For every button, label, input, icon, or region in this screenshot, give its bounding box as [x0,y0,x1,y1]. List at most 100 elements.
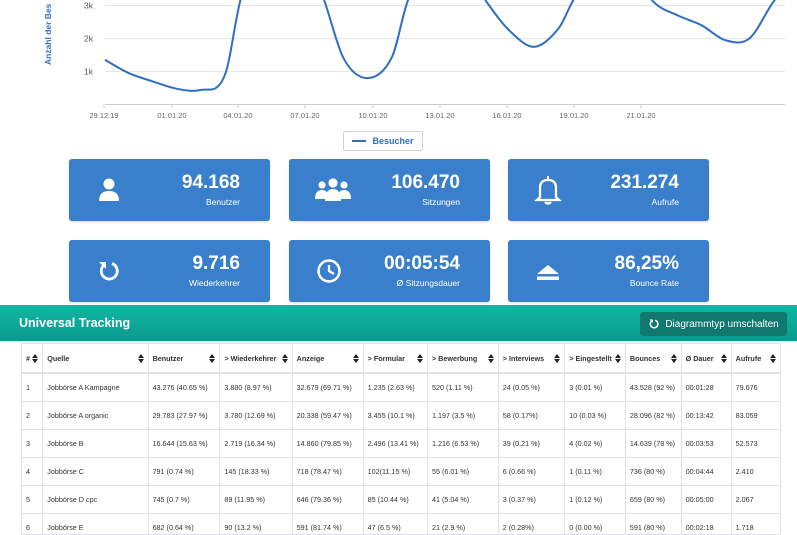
stat-card-sitzungen: 106.470 Sitzungen [289,159,490,221]
table-cell: 2.496 (13.41 %) [363,430,427,458]
column-header[interactable]: Quelle [43,344,148,373]
table-cell: 32.679 (69.71 %) [292,373,363,402]
stat-value: 00:05:54 [384,253,460,275]
table-cell: 24 (0.05 %) [498,373,565,402]
table-cell: 21 (2.9 %) [427,514,498,535]
sort-icon[interactable] [282,354,288,363]
sort-icon[interactable] [353,354,359,363]
column-header-label: > Wiederkehrer [224,354,276,363]
chart-y-label: Anzahl der Bes [43,3,53,65]
column-header-label: Anzeige [297,354,325,363]
chart-x-tick-label: 04.01.20 [223,111,252,120]
chart-legend[interactable]: Besucher [343,131,423,151]
column-header-label: Quelle [47,354,69,363]
column-header[interactable]: > Eingestellt [565,344,626,373]
table-cell: 00:05:00 [681,486,731,514]
sort-icon[interactable] [554,354,560,363]
table-cell: 736 (80 %) [625,458,681,486]
table-cell: 00:04:44 [681,458,731,486]
column-header-label: > Formular [368,354,405,363]
table-cell: 55 (6.01 %) [427,458,498,486]
sort-icon[interactable] [32,354,38,363]
sort-icon[interactable] [209,354,215,363]
table-cell: 2.410 [731,458,780,486]
toggle-chart-type-label: Diagrammtyp umschalten [665,319,778,330]
table-cell: 4 (0.02 %) [565,430,626,458]
column-header[interactable]: Anzeige [292,344,363,373]
column-header-label: Ø Dauer [686,354,714,363]
table-cell: 1 (0.11 %) [565,458,626,486]
chart-x-tick-label: 10.01.20 [358,111,387,120]
chart-x-tick-label: 29.12.19 [89,111,118,120]
stat-value: 231.274 [610,172,679,194]
table-cell: 83.059 [731,402,780,430]
sort-icon[interactable] [417,354,423,363]
table-cell: 20.338 (59.47 %) [292,402,363,430]
column-header[interactable]: Ø Dauer [681,344,731,373]
column-header[interactable]: Bounces [625,344,681,373]
table-cell: 3 [22,430,43,458]
table-cell: 1.235 (2.63 %) [363,373,427,402]
table-cell: 47 (6.5 %) [363,514,427,535]
chart-y-tick-label: 1k [84,67,94,77]
column-header[interactable]: > Bewerbung [427,344,498,373]
table-cell: 39 (0.21 %) [498,430,565,458]
chart-x-tick-label: 19.01.20 [559,111,588,120]
sort-icon[interactable] [721,354,727,363]
sort-icon[interactable] [671,354,677,363]
toggle-chart-type-button[interactable]: Diagrammtyp umschalten [640,312,787,336]
table-cell: 1 (0.12 %) [565,486,626,514]
stat-card-aufrufe: 231.274 Aufrufe [508,159,709,221]
column-header[interactable]: Aufrufe [731,344,780,373]
table-cell: 00:02:18 [681,514,731,535]
sort-icon[interactable] [138,354,144,363]
section-title: Universal Tracking [19,316,130,330]
tracking-table: # Quelle Benutzer > Wiederkehrer Anzeige > Fo… [22,344,780,535]
chart-x-tick-label: 16.01.20 [492,111,521,120]
table-cell: 3 (0.37 %) [498,486,565,514]
table-cell: 1.718 [731,514,780,535]
table-cell: 52.573 [731,430,780,458]
table-cell: 1 [22,373,43,402]
stat-value: 94.168 [182,172,240,194]
chart-x-tick-label: 21.01.20 [626,111,655,120]
clock-icon [313,256,345,286]
sort-icon[interactable] [488,354,494,363]
stat-value: 9.716 [192,253,240,275]
sort-icon[interactable] [770,354,776,363]
table-cell: 29.783 (27.97 %) [148,402,220,430]
table-cell: 145 (18.33 %) [220,458,292,486]
table-cell: 43.528 (92 %) [625,373,681,402]
chart-series-besucher [105,0,797,91]
column-header[interactable]: Benutzer [148,344,220,373]
sort-icon[interactable] [615,354,621,363]
table-cell: 3.780 (12.69 %) [220,402,292,430]
table-cell: Jobbörse A organic [43,402,148,430]
table-cell: 79.676 [731,373,780,402]
eject-icon [532,256,564,286]
universal-tracking-header: Universal Tracking Diagrammtyp umschalte… [0,305,797,341]
column-header-label: Benutzer [153,354,184,363]
column-header[interactable]: > Formular [363,344,427,373]
legend-label: Besucher [372,136,413,146]
column-header[interactable]: # [22,344,43,373]
column-header[interactable]: > Wiederkehrer [220,344,292,373]
table-cell: 2.719 (16.34 %) [220,430,292,458]
table-cell: Jobbörse C [43,458,148,486]
tracking-table-container[interactable]: # Quelle Benutzer > Wiederkehrer Anzeige > Fo… [21,343,781,535]
column-header-label: > Interviews [503,354,544,363]
stat-label: Wiederkehrer [189,278,240,288]
column-header[interactable]: > Interviews [498,344,565,373]
column-header-label: # [26,354,30,363]
users-icon [313,175,345,205]
column-header-label: > Bewerbung [432,354,477,363]
table-cell: 3.880 (8.97 %) [220,373,292,402]
table-cell: 43.276 (40.65 %) [148,373,220,402]
table-cell: 00:01:28 [681,373,731,402]
